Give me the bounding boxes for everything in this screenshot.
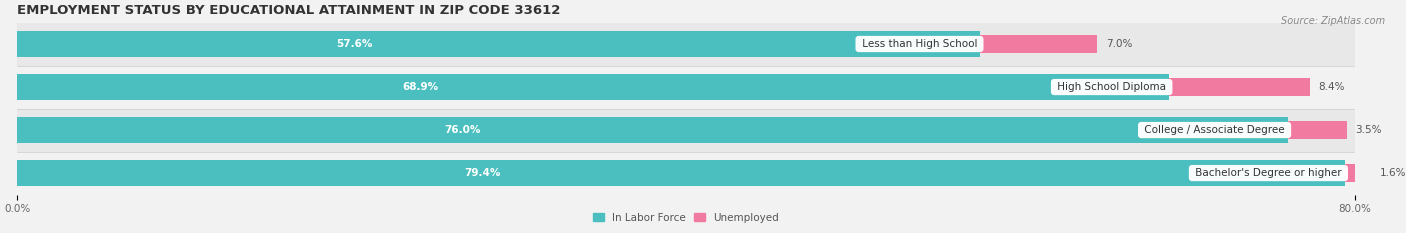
Text: EMPLOYMENT STATUS BY EDUCATIONAL ATTAINMENT IN ZIP CODE 33612: EMPLOYMENT STATUS BY EDUCATIONAL ATTAINM… xyxy=(17,4,561,17)
Text: High School Diploma: High School Diploma xyxy=(1054,82,1170,92)
Bar xyxy=(17,65,1355,109)
Text: 1.6%: 1.6% xyxy=(1379,168,1406,178)
Bar xyxy=(1346,164,1372,182)
Bar xyxy=(17,23,1355,65)
Text: 8.4%: 8.4% xyxy=(1317,82,1344,92)
Bar xyxy=(980,35,1098,53)
Text: 68.9%: 68.9% xyxy=(402,82,439,92)
Text: College / Associate Degree: College / Associate Degree xyxy=(1142,125,1288,135)
Bar xyxy=(1288,121,1347,139)
Bar xyxy=(17,31,980,57)
Text: 57.6%: 57.6% xyxy=(336,39,373,49)
Text: Less than High School: Less than High School xyxy=(859,39,980,49)
Bar xyxy=(1170,78,1310,96)
Bar xyxy=(17,160,1346,186)
Bar xyxy=(17,74,1170,100)
Text: 7.0%: 7.0% xyxy=(1105,39,1132,49)
Text: Source: ZipAtlas.com: Source: ZipAtlas.com xyxy=(1281,16,1385,26)
Text: 3.5%: 3.5% xyxy=(1355,125,1382,135)
Legend: In Labor Force, Unemployed: In Labor Force, Unemployed xyxy=(589,209,783,227)
Text: 79.4%: 79.4% xyxy=(464,168,501,178)
Bar xyxy=(17,109,1355,151)
Text: Bachelor's Degree or higher: Bachelor's Degree or higher xyxy=(1192,168,1346,178)
Bar xyxy=(17,151,1355,195)
Bar xyxy=(17,117,1288,143)
Text: 76.0%: 76.0% xyxy=(444,125,481,135)
